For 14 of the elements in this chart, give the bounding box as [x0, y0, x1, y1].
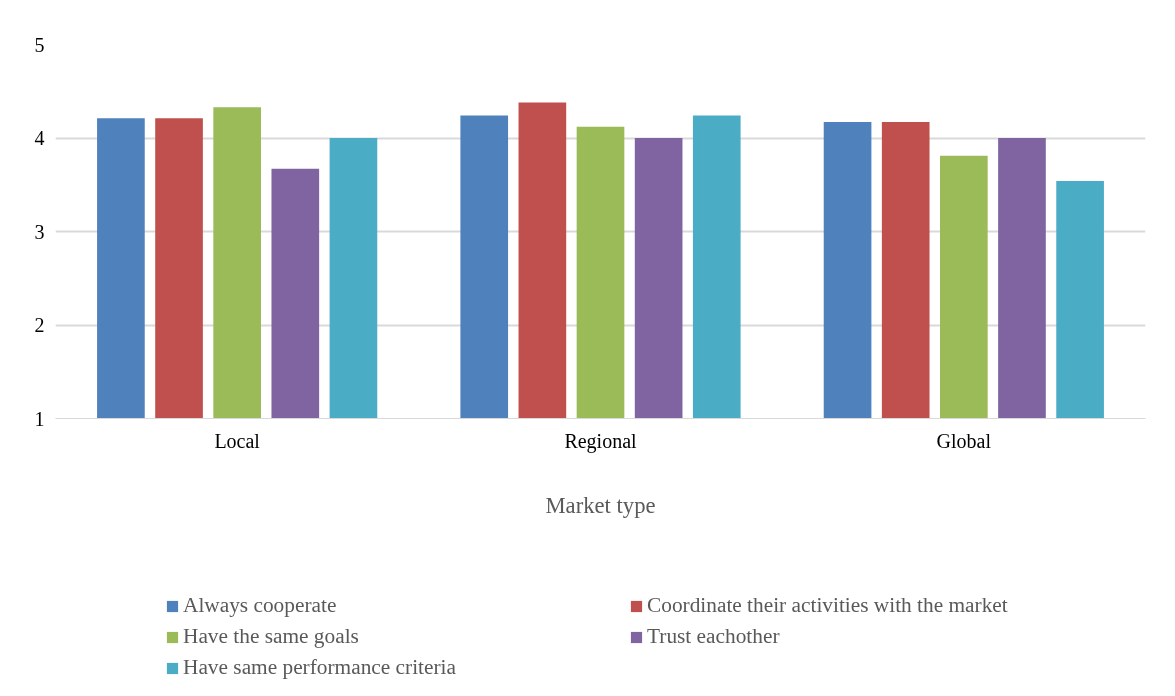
y-tick-label: 5	[34, 33, 45, 56]
x-tick-label: Regional	[564, 429, 638, 453]
x-tick-label: Global	[936, 429, 992, 452]
x-axis-title: Market type	[545, 492, 656, 518]
y-tick-label: 2	[34, 314, 45, 336]
legend-label: Trust eachother	[647, 624, 781, 649]
legend-label: Have the same goals	[183, 624, 360, 649]
legend-label: Coordinate their activities with the market	[647, 593, 1009, 618]
y-tick-label: 1	[34, 407, 45, 430]
legend-label: Have same performance criteria	[183, 655, 457, 680]
legend-label: Always cooperate	[183, 593, 338, 618]
x-tick-label: Local	[214, 429, 261, 452]
y-tick-label: 4	[34, 127, 45, 149]
y-tick-label: 3	[34, 220, 45, 243]
